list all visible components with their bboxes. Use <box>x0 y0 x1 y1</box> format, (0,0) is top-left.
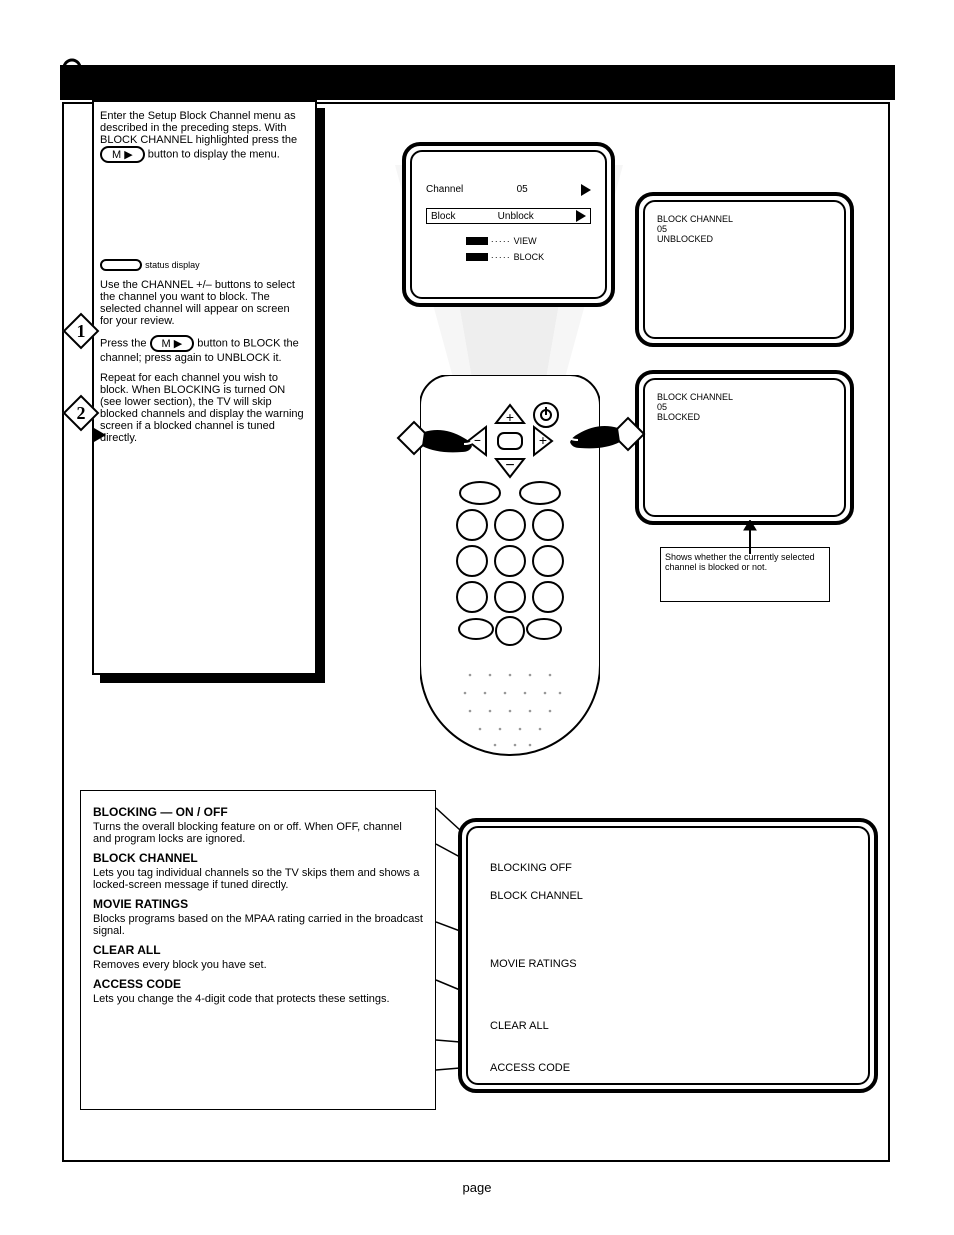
info-p5: Lets you change the 4-digit code that pr… <box>93 993 423 1005</box>
status-oval-icon <box>100 259 142 271</box>
result-text: Shows whether the currently selected cha… <box>665 552 815 572</box>
svg-text:+: + <box>539 432 547 448</box>
info-p4: Removes every block you have set. <box>93 959 423 971</box>
info-h1: BLOCKING — ON / OFF <box>93 805 423 819</box>
instr-tail: Repeat for each channel you wish to bloc… <box>100 372 305 444</box>
step1-text: Use the CHANNEL +/– buttons to select th… <box>100 279 305 327</box>
tv1-line1-value: 05 <box>517 184 528 196</box>
info-h3: MOVIE RATINGS <box>93 897 423 911</box>
tv2-l4: UNBLOCKED <box>657 234 832 244</box>
tv3-l4: BLOCKED <box>657 412 832 422</box>
bar-icon <box>466 253 488 261</box>
tv2-l0: BLOCK CHANNEL <box>657 214 832 224</box>
info-p1: Turns the overall blocking feature on or… <box>93 821 423 845</box>
step2a: Press the <box>100 338 146 350</box>
menu-right-button-icon: M ▶ <box>100 146 145 163</box>
info-h2: BLOCK CHANNEL <box>93 851 423 865</box>
tv1-line2-right: Unblock <box>498 211 534 222</box>
tv2-l2: 05 <box>657 224 832 234</box>
instruction-text: Enter the Setup Block Channel menu as de… <box>100 110 305 452</box>
hand-right-icon <box>566 406 646 466</box>
header-bar <box>60 65 895 100</box>
tv1-line1-label: Channel <box>426 184 463 196</box>
result-caption-box: Shows whether the currently selected cha… <box>660 547 830 602</box>
svg-text:+: + <box>506 409 514 425</box>
info-p3: Blocks programs based on the MPAA rating… <box>93 913 423 937</box>
tv4-r4: CLEAR ALL <box>490 1020 854 1032</box>
tv-screen-menu: Channel 05 Block Unblock ····· VIEW ····… <box>402 142 615 307</box>
instr-status-row: status display <box>100 259 305 271</box>
tv1-line2-left: Block <box>431 211 455 222</box>
triangle-right-icon <box>581 184 591 196</box>
tv-screen-unblocked: BLOCK CHANNEL 05 UNBLOCKED <box>635 192 854 347</box>
hand-left-icon <box>396 410 476 470</box>
tv4-r1: BLOCKING OFF <box>490 862 854 874</box>
tv-screen-parental-menu: BLOCKING OFF BLOCK CHANNEL MOVIE RATINGS… <box>458 818 878 1093</box>
info-p2: Lets you tag individual channels so the … <box>93 867 423 891</box>
play-icon <box>94 428 106 442</box>
instr-intro: Enter the Setup Block Channel menu as de… <box>100 110 297 146</box>
menu-right-button-icon: M ▶ <box>150 335 195 352</box>
info-h5: ACCESS CODE <box>93 977 423 991</box>
dots-icon: ····· <box>491 236 511 246</box>
tv3-l0: BLOCK CHANNEL <box>657 392 832 402</box>
triangle-right-icon <box>576 210 586 222</box>
status-label: status display <box>145 260 200 270</box>
tv-screen-blocked: BLOCK CHANNEL 05 BLOCKED <box>635 370 854 525</box>
instr-intro2: button to display the menu. <box>148 148 280 160</box>
tv3-l2: 05 <box>657 402 832 412</box>
step2-row: Press the M ▶ button to BLOCK the channe… <box>100 335 305 364</box>
tv4-r5: ACCESS CODE <box>490 1062 854 1074</box>
svg-text:−: − <box>505 457 514 474</box>
dots-icon: ····· <box>491 252 511 262</box>
info-box: BLOCKING — ON / OFF Turns the overall bl… <box>80 790 436 1110</box>
tv4-r3: MOVIE RATINGS <box>490 958 854 970</box>
page-number: page <box>0 1180 954 1195</box>
tv1-row3: VIEW <box>514 236 537 246</box>
info-h4: CLEAR ALL <box>93 943 423 957</box>
bar-icon <box>466 237 488 245</box>
tv1-row4: BLOCK <box>514 252 545 262</box>
tv4-r2: BLOCK CHANNEL <box>490 890 854 902</box>
